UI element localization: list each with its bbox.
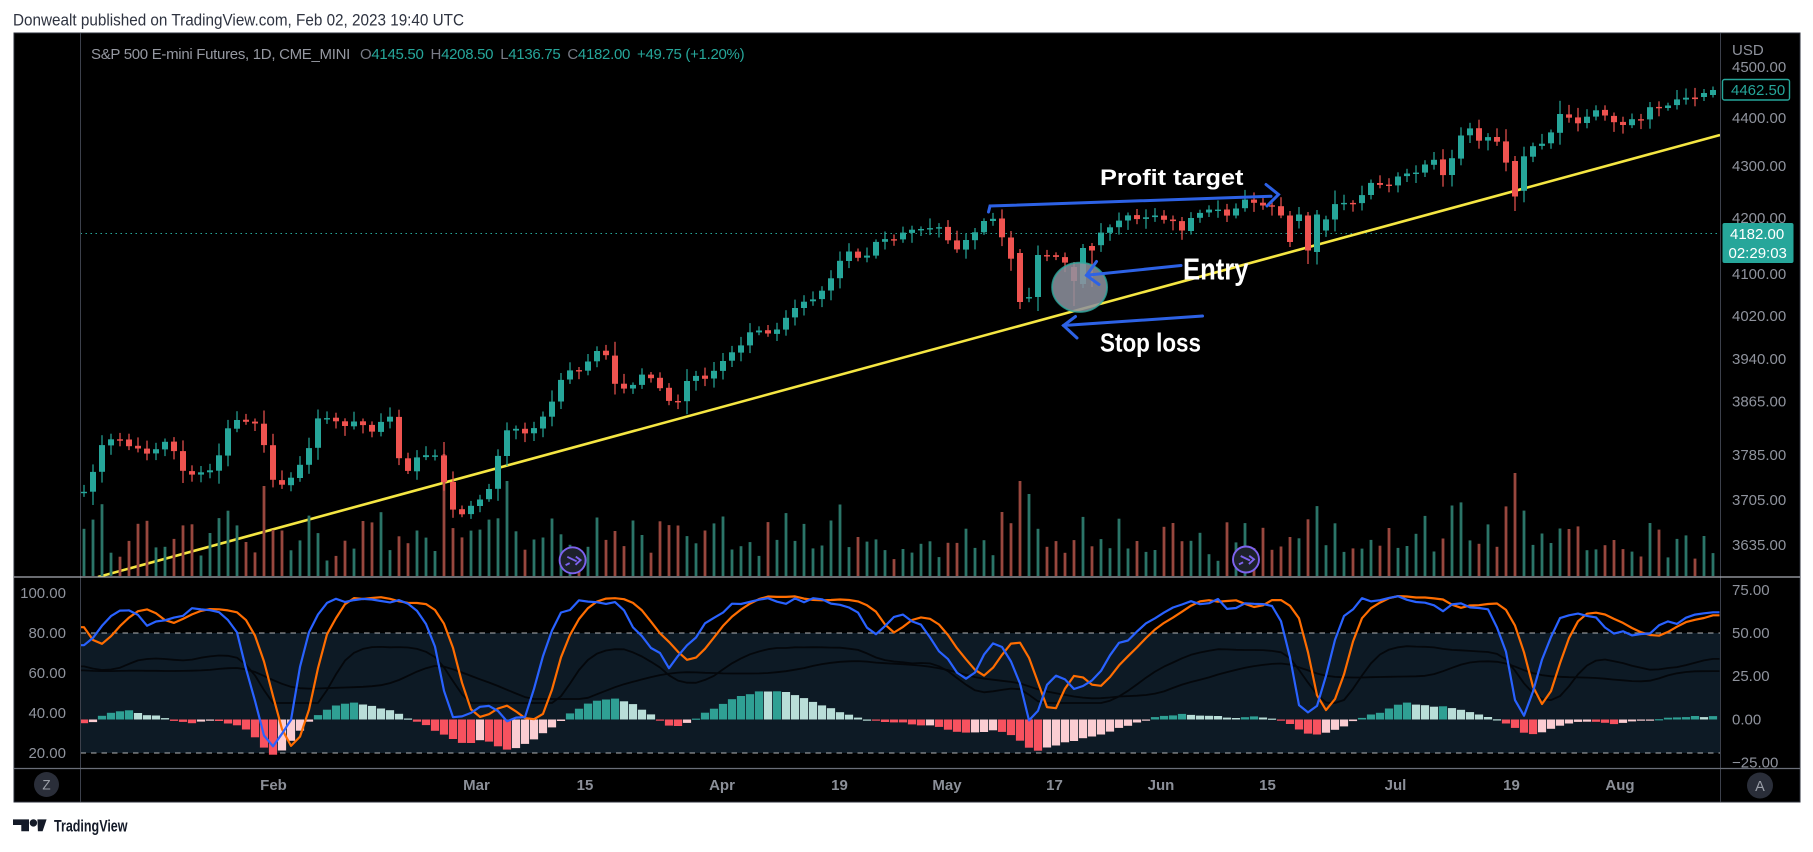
svg-text:19: 19 xyxy=(1503,777,1520,794)
svg-text:100.00: 100.00 xyxy=(20,585,66,602)
svg-text:4182.00: 4182.00 xyxy=(1730,226,1784,243)
svg-text:3865.00: 3865.00 xyxy=(1732,394,1786,411)
svg-text:Stop loss: Stop loss xyxy=(1100,328,1201,358)
svg-text:40.00: 40.00 xyxy=(28,705,66,722)
svg-text:Jun: Jun xyxy=(1148,777,1175,794)
svg-text:20.00: 20.00 xyxy=(28,745,66,762)
svg-text:Feb: Feb xyxy=(260,777,287,794)
svg-text:02:29:03: 02:29:03 xyxy=(1729,245,1787,262)
svg-text:May: May xyxy=(932,777,962,794)
svg-text:4020.00: 4020.00 xyxy=(1732,308,1786,325)
svg-text:Z: Z xyxy=(42,778,50,793)
svg-text:TradingView: TradingView xyxy=(54,818,128,836)
svg-text:Entry: Entry xyxy=(1183,253,1249,287)
svg-text:60.00: 60.00 xyxy=(28,665,66,682)
svg-text:15: 15 xyxy=(577,777,594,794)
svg-text:19: 19 xyxy=(831,777,848,794)
svg-text:17: 17 xyxy=(1046,777,1063,794)
svg-text:Jul: Jul xyxy=(1385,777,1407,794)
svg-text:4200.00: 4200.00 xyxy=(1732,210,1786,227)
svg-text:4500.00: 4500.00 xyxy=(1732,59,1786,76)
svg-text:0.00: 0.00 xyxy=(1732,712,1761,729)
svg-text:15: 15 xyxy=(1259,777,1276,794)
svg-text:50.00: 50.00 xyxy=(1732,625,1770,642)
svg-text:S&P 500 E-mini Futures, 1D, CM: S&P 500 E-mini Futures, 1D, CME_MINI O414… xyxy=(91,46,745,63)
svg-text:4462.50: 4462.50 xyxy=(1731,82,1785,99)
svg-text:−25.00: −25.00 xyxy=(1732,755,1778,772)
svg-text:Apr: Apr xyxy=(709,777,735,794)
svg-text:Mar: Mar xyxy=(463,777,490,794)
svg-text:USD: USD xyxy=(1732,42,1764,59)
svg-text:3635.00: 3635.00 xyxy=(1732,537,1786,554)
svg-text:4100.00: 4100.00 xyxy=(1732,266,1786,283)
svg-text:3785.00: 3785.00 xyxy=(1732,447,1786,464)
svg-text:75.00: 75.00 xyxy=(1732,582,1770,599)
svg-text:3940.00: 3940.00 xyxy=(1732,351,1786,368)
svg-text:A: A xyxy=(1755,779,1765,795)
svg-text:25.00: 25.00 xyxy=(1732,668,1770,685)
svg-text:4300.00: 4300.00 xyxy=(1732,158,1786,175)
svg-text:Donwealt published on TradingV: Donwealt published on TradingView.com, F… xyxy=(13,12,464,30)
svg-text:3705.00: 3705.00 xyxy=(1732,492,1786,509)
svg-text:80.00: 80.00 xyxy=(28,625,66,642)
svg-text:4400.00: 4400.00 xyxy=(1732,110,1786,127)
svg-text:Aug: Aug xyxy=(1605,777,1634,794)
svg-text:Profit target: Profit target xyxy=(1100,165,1244,190)
